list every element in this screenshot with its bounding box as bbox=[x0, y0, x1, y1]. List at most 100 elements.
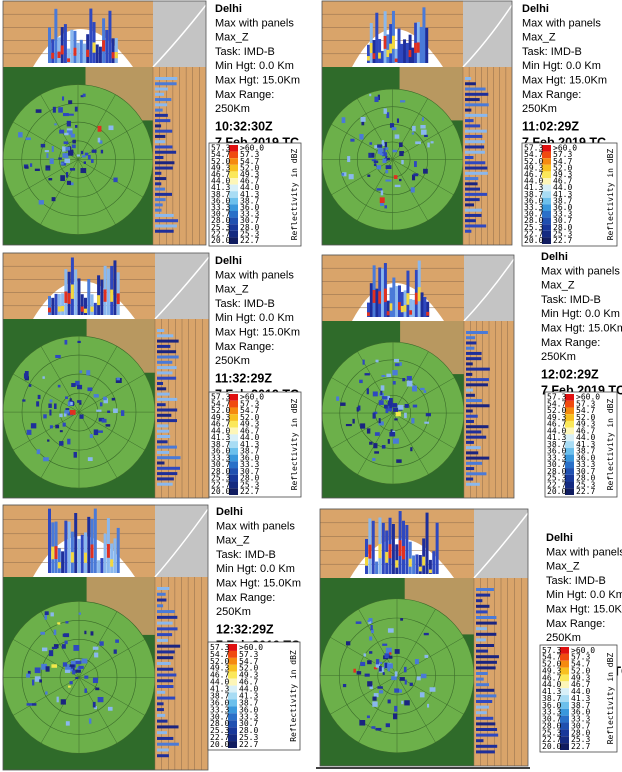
profile-echo bbox=[61, 551, 65, 573]
echo bbox=[373, 160, 379, 164]
profile-echo bbox=[97, 275, 101, 315]
echo bbox=[380, 200, 384, 206]
scale-low: 28.0 bbox=[211, 216, 230, 225]
profile-echo bbox=[405, 42, 409, 63]
side-echo bbox=[466, 409, 473, 413]
echo bbox=[62, 662, 68, 667]
echo bbox=[60, 699, 66, 705]
side-echo bbox=[476, 649, 489, 653]
echo bbox=[393, 175, 398, 180]
radar-panel: Delhi Max with panels Max_Z Task: IMD-B Min … bbox=[2, 504, 301, 771]
profile-echo-core bbox=[409, 310, 413, 315]
scale-swatch bbox=[229, 145, 238, 152]
scale-high: 22.7 bbox=[571, 742, 590, 751]
echo bbox=[395, 411, 401, 417]
echo bbox=[35, 109, 42, 113]
echo bbox=[366, 388, 369, 395]
corner-box bbox=[463, 1, 512, 67]
scale-high: 36.0 bbox=[553, 203, 572, 212]
info-min-height: Min Hgt: 0.0 Km bbox=[546, 589, 622, 601]
scale-swatch bbox=[229, 400, 238, 408]
echo bbox=[107, 410, 111, 413]
echo bbox=[396, 118, 400, 123]
color-scale: 57.3 >60.054.7 57.352.0 54.749.3 52.046.7 49.… bbox=[208, 142, 302, 247]
echo bbox=[58, 107, 63, 113]
echo bbox=[371, 726, 376, 729]
side-echo bbox=[476, 705, 489, 709]
echo bbox=[392, 407, 399, 412]
echo bbox=[387, 699, 391, 704]
info-max-height: Max Hgt: 15.0Km bbox=[522, 75, 607, 87]
echo bbox=[97, 430, 103, 433]
azimuth-line bbox=[392, 412, 429, 475]
echo bbox=[386, 373, 392, 378]
echo bbox=[384, 653, 391, 659]
scale-high: 49.3 bbox=[576, 420, 595, 429]
echo bbox=[392, 403, 398, 408]
profile-echo bbox=[110, 543, 114, 573]
scale-low: 20.0 bbox=[524, 236, 543, 245]
profile-echo bbox=[378, 39, 382, 63]
scale-swatch bbox=[229, 204, 238, 211]
echo bbox=[377, 686, 383, 689]
echo bbox=[409, 682, 413, 686]
side-echo bbox=[466, 404, 490, 408]
echo bbox=[80, 95, 84, 98]
echo bbox=[28, 384, 32, 387]
echo bbox=[84, 152, 89, 156]
echo bbox=[362, 359, 365, 365]
scale-high: 28.0 bbox=[576, 474, 595, 483]
scale-swatch bbox=[565, 454, 574, 462]
scale-low: 28.0 bbox=[547, 467, 566, 476]
scale-low: 38.7 bbox=[210, 691, 229, 700]
info-station: Delhi bbox=[216, 506, 243, 518]
scale-high: 52.0 bbox=[571, 666, 590, 675]
scale-swatch bbox=[229, 434, 238, 442]
scale-high: 33.3 bbox=[239, 712, 258, 721]
echo bbox=[424, 134, 428, 138]
echo bbox=[69, 409, 76, 415]
info-max-range: 250Km bbox=[215, 355, 250, 367]
echo bbox=[387, 628, 394, 633]
scan-time: 10:32:30Z bbox=[215, 119, 273, 133]
echo bbox=[388, 655, 393, 659]
scale-swatch bbox=[229, 461, 238, 469]
side-echo bbox=[155, 219, 179, 223]
side-echo bbox=[465, 208, 482, 212]
echo bbox=[69, 182, 74, 186]
echo bbox=[57, 384, 61, 388]
scale-high: 38.7 bbox=[571, 701, 590, 710]
side-echo bbox=[155, 119, 171, 123]
echo bbox=[394, 418, 398, 421]
echo bbox=[360, 423, 366, 429]
info-max-height: Max Hgt: 15.0Km bbox=[546, 604, 622, 616]
echo bbox=[65, 396, 68, 399]
echo bbox=[72, 139, 76, 144]
echo bbox=[363, 653, 366, 657]
side-echo bbox=[465, 224, 487, 228]
echo bbox=[115, 639, 119, 643]
profile-echo-core bbox=[406, 293, 410, 305]
echo bbox=[82, 93, 86, 97]
azimuth-line bbox=[40, 94, 79, 160]
scale-swatch bbox=[229, 420, 238, 428]
echo bbox=[421, 129, 427, 135]
echo bbox=[369, 636, 373, 641]
scale-high: 54.7 bbox=[553, 157, 572, 166]
echo bbox=[380, 390, 383, 395]
scale-low: 38.7 bbox=[211, 440, 230, 449]
profile-echo-core bbox=[389, 303, 393, 311]
echo bbox=[69, 681, 73, 685]
side-echo bbox=[157, 366, 177, 370]
profile-echo bbox=[372, 40, 376, 63]
scale-swatch bbox=[228, 671, 237, 679]
profile-echo bbox=[425, 27, 429, 63]
scan-time: 11:32:29Z bbox=[215, 371, 272, 385]
side-echo bbox=[157, 382, 164, 385]
echo bbox=[402, 378, 406, 382]
profile-echo bbox=[435, 522, 439, 574]
echo bbox=[392, 380, 396, 385]
scale-swatch bbox=[560, 660, 569, 668]
info-station: Delhi bbox=[522, 3, 549, 15]
profile-echo bbox=[425, 512, 429, 574]
